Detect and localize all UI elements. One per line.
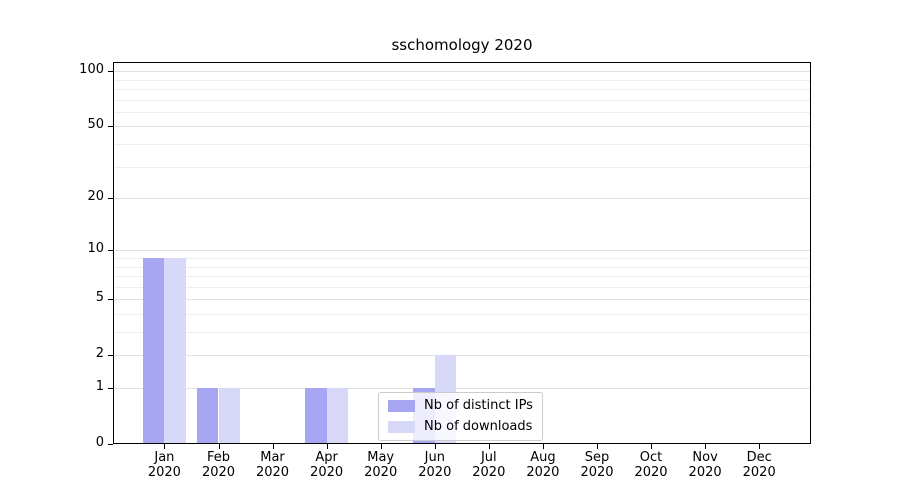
x-tick-label: Dec 2020 [742,450,776,480]
legend-row: Nb of distinct IPs [388,398,533,414]
bar-downloads [326,388,349,444]
gridline-major [113,355,811,357]
gridline-minor [113,266,811,268]
plot-area [113,62,811,444]
gridline-major [113,71,811,73]
gridline-minor [113,332,811,333]
y-tick-label: 5 [95,290,104,306]
y-tick-label: 2 [95,346,104,362]
y-tick-label: 20 [87,189,104,204]
bar-downloads [164,257,186,444]
y-tick-label: 0 [95,435,104,450]
x-tick-label: Oct 2020 [634,450,668,480]
y-tick-mark [108,388,113,389]
y-tick-mark [108,126,113,128]
x-tick-mark [542,444,544,449]
chart-title: sschomology 2020 [391,36,533,54]
y-tick-mark [108,355,113,357]
legend-label: Nb of distinct IPs [424,398,533,413]
x-tick-mark [488,444,490,449]
y-tick-mark [108,299,113,301]
gridline-minor [113,79,811,81]
legend-row: Nb of downloads [388,419,533,435]
x-tick-mark [597,444,598,449]
gridline-minor [113,111,811,113]
x-tick-label: Nov 2020 [688,450,722,480]
y-tick-label: 50 [87,117,104,133]
legend-swatch-distinct-ips [388,400,415,412]
x-tick-label: Jan 2020 [147,450,181,480]
legend-swatch-downloads [388,421,415,433]
y-tick-label: 100 [79,62,104,78]
bar-distinct-ips [142,257,165,444]
y-tick-label: 10 [87,241,104,257]
gridline-minor [113,276,811,277]
x-tick-label: Sep 2020 [580,450,614,480]
y-tick-mark [108,71,113,73]
gridline-minor [113,313,811,315]
y-tick-mark [108,444,113,445]
x-tick-label: Feb 2020 [201,450,236,480]
legend-label: Nb of downloads [424,419,533,434]
y-tick-mark [108,198,113,199]
x-tick-mark [218,444,220,449]
gridline-major [113,198,811,199]
gridline-minor [113,286,811,288]
gridline-minor [113,99,811,101]
x-tick-label: Aug 2020 [526,450,560,480]
gridline-major [113,388,811,389]
x-tick-mark [705,444,707,449]
y-tick-label: 1 [95,379,104,394]
legend: Nb of distinct IPs Nb of downloads [378,392,543,441]
x-tick-mark [164,444,166,449]
gridline-minor [113,257,811,259]
x-tick-mark [434,444,436,449]
gridline-minor [113,166,811,168]
gridline-major [113,299,811,301]
x-tick-label: Jul 2020 [472,450,506,480]
x-tick-label: Apr 2020 [310,450,344,480]
y-tick-mark [108,250,113,252]
bar-distinct-ips [196,388,219,444]
gridline-minor [113,143,811,145]
gridline-major [113,250,811,252]
bar-downloads [218,388,241,444]
bar-distinct-ips [305,388,327,444]
x-tick-label: May 2020 [364,450,398,480]
x-tick-mark [380,444,382,449]
x-tick-label: Mar 2020 [255,450,290,480]
x-tick-mark [759,444,761,449]
gridline-major [113,126,811,128]
x-tick-mark [326,444,328,449]
x-tick-mark [651,444,652,449]
x-tick-label: Jun 2020 [418,450,452,480]
gridline-minor [113,88,811,90]
x-tick-mark [272,444,274,449]
